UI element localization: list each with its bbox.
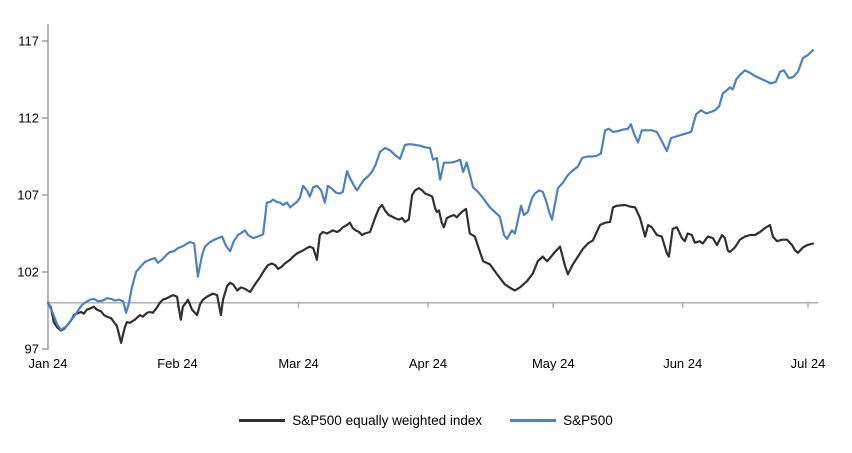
legend-item-equal-weighted: S&P500 equally weighted index — [239, 413, 482, 428]
x-tick-label: Jul 24 — [791, 356, 826, 371]
x-tick-label: Apr 24 — [409, 356, 447, 371]
x-tick-label: Mar 24 — [278, 356, 318, 371]
x-tick-label: Feb 24 — [157, 356, 197, 371]
legend-item-sp500: S&P500 — [510, 413, 613, 428]
series-line-equal-weighted — [46, 187, 815, 344]
chart-legend: S&P500 equally weighted index S&P500 — [0, 413, 852, 428]
x-tick-label: Jun 24 — [663, 356, 702, 371]
y-tick-label: 117 — [18, 34, 39, 49]
legend-label-sp500: S&P500 — [563, 413, 613, 428]
y-tick-label: 102 — [17, 265, 39, 280]
x-tick-label: Jan 24 — [28, 356, 67, 371]
legend-line-sp500-icon — [510, 419, 557, 422]
y-tick-label: 107 — [17, 188, 39, 203]
legend-label-equal-weighted: S&P500 equally weighted index — [292, 413, 483, 428]
x-tick-label: May 24 — [532, 356, 575, 371]
y-tick-label: 112 — [18, 111, 39, 126]
series-line-sp500 — [46, 49, 815, 331]
y-tick-label: 97 — [25, 342, 39, 357]
legend-line-equal-weighted-icon — [239, 419, 286, 422]
